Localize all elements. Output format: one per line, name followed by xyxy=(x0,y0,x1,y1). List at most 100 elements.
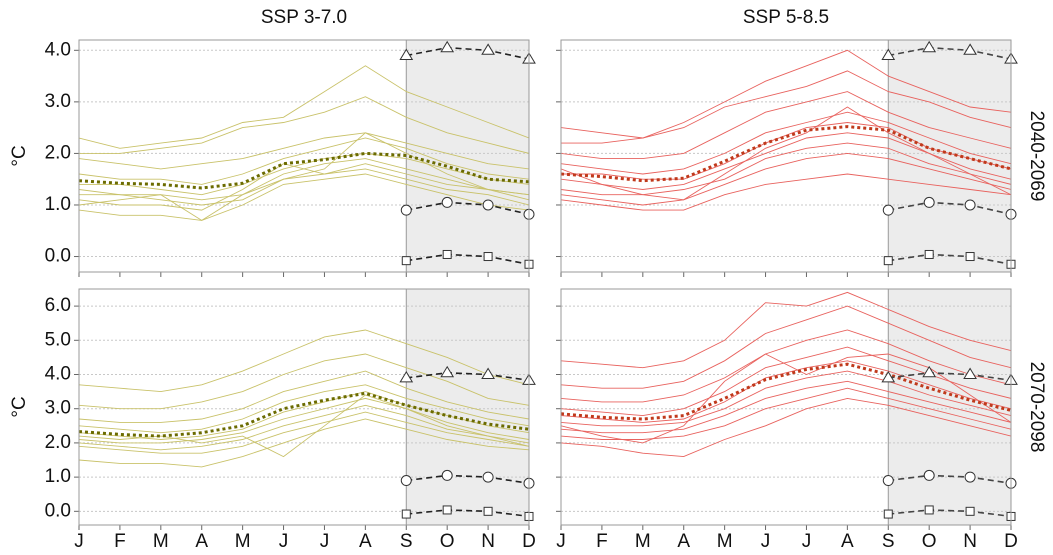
x-tick-label: O xyxy=(922,531,937,552)
model-line xyxy=(79,132,529,170)
reference-line xyxy=(406,253,529,266)
y-tick-label: 6.0 xyxy=(45,295,71,316)
marker-circle xyxy=(882,475,894,487)
y-tick-label: 5.0 xyxy=(45,329,71,350)
y-tick-label: 2.0 xyxy=(45,142,71,163)
marker-circle xyxy=(882,204,894,216)
marker-triangle xyxy=(440,365,455,378)
y-tick-label: 1.0 xyxy=(45,466,71,487)
model-line xyxy=(79,404,529,451)
marker-square xyxy=(883,256,893,266)
model-line xyxy=(561,353,1011,444)
model-line xyxy=(79,384,529,434)
row-label: 2070-2098 xyxy=(1026,362,1047,453)
x-tick-label: S xyxy=(882,531,895,552)
marker-square xyxy=(483,252,493,262)
model-line xyxy=(561,106,1011,201)
model-line xyxy=(561,122,1011,180)
marker-square xyxy=(965,252,975,262)
model-line xyxy=(79,353,529,410)
marker-square xyxy=(924,249,934,259)
plot-area xyxy=(79,329,529,518)
reference-line xyxy=(888,253,1011,266)
x-tick-label: F xyxy=(596,531,608,552)
x-tick-label: J xyxy=(279,531,289,552)
marker-circle xyxy=(441,469,453,481)
reference-line xyxy=(888,509,1011,518)
reference-line xyxy=(406,371,529,382)
reference-line xyxy=(888,371,1011,382)
y-tick-label: 4.0 xyxy=(45,364,71,385)
model-line xyxy=(561,380,1011,434)
y-tick-label: 0.0 xyxy=(45,500,71,521)
column-title: SSP 5-8.5 xyxy=(743,7,829,28)
model-line xyxy=(79,418,529,468)
panel-frame xyxy=(78,39,530,273)
model-line xyxy=(79,394,529,458)
marker-circle xyxy=(482,199,494,211)
marker-square xyxy=(442,505,452,515)
marker-circle xyxy=(923,469,935,481)
model-line xyxy=(79,329,529,393)
marker-triangle xyxy=(881,48,896,60)
marker-triangle xyxy=(963,367,977,380)
x-tick-label: D xyxy=(1004,531,1018,552)
model-line xyxy=(561,305,1011,389)
y-tick-label: 2.0 xyxy=(45,432,71,453)
model-line xyxy=(561,397,1011,458)
x-tick-label: N xyxy=(481,531,495,552)
x-tick-label: O xyxy=(440,531,455,552)
x-tick-label: S xyxy=(400,531,413,552)
x-tick-label: M xyxy=(153,531,169,552)
x-tick-label: D xyxy=(522,531,536,552)
model-line xyxy=(561,360,1011,423)
panel-frame xyxy=(560,288,1012,526)
marker-circle xyxy=(964,199,976,211)
y-tick-label: 1.0 xyxy=(45,194,71,215)
marker-square xyxy=(442,249,452,259)
marker-circle xyxy=(923,196,935,208)
x-tick-label: A xyxy=(359,531,372,552)
column-title: SSP 3-7.0 xyxy=(261,7,347,28)
marker-circle xyxy=(400,475,412,487)
model-line xyxy=(79,137,529,185)
marker-triangle xyxy=(399,48,414,60)
model-line xyxy=(561,370,1011,427)
marker-triangle xyxy=(922,40,937,53)
model-line xyxy=(79,173,529,221)
model-line xyxy=(79,132,529,206)
shaded-region xyxy=(406,40,529,272)
model-line xyxy=(561,49,1011,139)
reference-line xyxy=(406,201,529,216)
marker-square xyxy=(483,506,493,516)
marker-square xyxy=(401,509,411,519)
marker-triangle xyxy=(399,370,414,383)
model-line xyxy=(79,65,529,149)
marker-triangle xyxy=(922,365,937,378)
marker-square xyxy=(401,256,411,266)
model-line xyxy=(561,142,1011,196)
model-line xyxy=(561,291,1011,369)
y-tick-label: 0.0 xyxy=(45,246,71,267)
y-tick-label: 3.0 xyxy=(45,91,71,112)
row-label: 2040-2069 xyxy=(1026,111,1047,202)
reference-line xyxy=(888,201,1011,216)
model-line xyxy=(79,391,529,440)
x-tick-label: J xyxy=(74,531,84,552)
mean-line xyxy=(79,151,529,190)
model-line xyxy=(561,329,1011,403)
marker-circle xyxy=(482,471,494,483)
marker-triangle xyxy=(440,40,455,53)
marker-triangle xyxy=(881,370,896,383)
marker-square xyxy=(965,506,975,516)
reference-line xyxy=(888,474,1011,485)
y-axis-label: °C xyxy=(9,145,30,166)
marker-triangle xyxy=(481,43,495,55)
model-line xyxy=(561,70,1011,144)
reference-line xyxy=(406,509,529,518)
mean-line xyxy=(79,391,529,438)
plot-area xyxy=(79,46,529,266)
x-tick-label: J xyxy=(761,531,771,552)
plot-area xyxy=(561,46,1011,266)
